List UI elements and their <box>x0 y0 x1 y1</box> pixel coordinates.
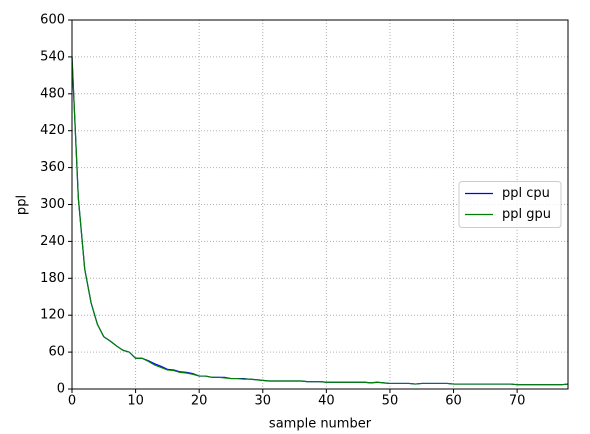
x-tick-label: 20 <box>191 394 208 409</box>
x-tick-label: 50 <box>382 394 399 409</box>
x-tick-label: 60 <box>445 394 462 409</box>
legend-label: ppl gpu <box>502 207 551 222</box>
y-tick-label: 0 <box>57 382 65 397</box>
x-axis-label: sample number <box>269 417 372 432</box>
y-tick-label: 420 <box>40 123 65 138</box>
y-tick-label: 600 <box>40 13 65 28</box>
y-tick-label: 60 <box>48 345 65 360</box>
y-axis-label: ppl <box>15 195 30 215</box>
x-tick-label: 70 <box>509 394 526 409</box>
y-tick-label: 300 <box>40 197 65 212</box>
y-tick-label: 540 <box>40 49 65 64</box>
y-tick-label: 240 <box>40 234 65 249</box>
series-line <box>71 56 569 386</box>
y-tick-label: 180 <box>40 271 65 286</box>
x-tick-label: 10 <box>127 394 144 409</box>
x-tick-label: 40 <box>318 394 335 409</box>
plot-frame <box>71 19 569 390</box>
x-tick-label: 30 <box>254 394 271 409</box>
y-tick-label: 360 <box>40 160 65 175</box>
y-tick-label: 480 <box>40 86 65 101</box>
legend-label: ppl cpu <box>502 186 550 201</box>
y-tick-label: 120 <box>40 308 65 323</box>
x-tick-label: 0 <box>68 394 76 409</box>
